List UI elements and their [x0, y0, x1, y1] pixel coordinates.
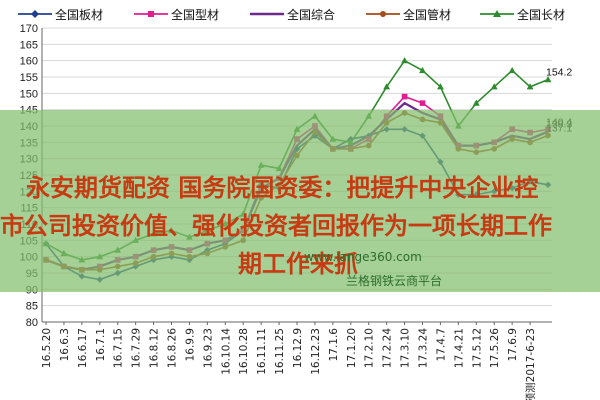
data-point [490, 83, 498, 90]
legend-label: 全国型材 [171, 8, 220, 22]
data-point [419, 66, 426, 74]
x-tick-label: 17.3.24 [418, 328, 430, 368]
x-tick-label: 17.2.10 [364, 328, 376, 368]
x-tick-label: 16.6.3 [59, 328, 71, 361]
y-tick-label: 155 [20, 72, 38, 84]
x-tick-label: 16.10.14 [220, 328, 232, 375]
y-tick-label: 165 [20, 39, 38, 51]
overlay-headline-line-2: 市公司投资价值、强化投资者回报作为一项长期工作 [0, 212, 552, 240]
x-tick-label: 16.7.1 [95, 328, 107, 361]
data-point [437, 83, 444, 90]
x-tick-label: 16.12.9 [292, 328, 304, 368]
legend-item: 全国型材 [134, 6, 219, 23]
legend-label: 全国长材 [517, 8, 566, 22]
legend: 全国板材 全国型材 全国综合 全国管材 全国长材 [0, 0, 600, 28]
x-tick-label: 16.5.20 [41, 328, 53, 368]
legend-swatch [480, 10, 514, 17]
x-tick-label: 17.1.6 [328, 328, 340, 362]
x-tick-label: 17.6.9 [507, 328, 519, 361]
legend-item: 全国长材 [480, 6, 565, 23]
x-tick-label: 17.5.12 [471, 328, 483, 368]
end-value-label: 154.2 [546, 67, 572, 79]
data-point [401, 57, 408, 64]
x-tick-label: 16.6.17 [77, 328, 89, 368]
watermark-site: www.lange360.com [304, 250, 422, 264]
data-point [472, 99, 480, 106]
legend-swatch [250, 12, 284, 16]
overlay-banner: 永安期货配资 国务院国资委：把提升中央企业控 市公司投资价值、强化投资者回报作为… [0, 110, 600, 292]
x-tick-labels: 16.5.20 16.6.3 16.6.17 16.7.1 16.7.15 16.7.29… [41, 322, 537, 400]
legend-item: 全国板材 [18, 6, 103, 23]
legend-swatch [366, 11, 400, 17]
x-tick-label: 16.8.26 [167, 328, 179, 368]
legend-item: 全国管材 [366, 6, 451, 23]
x-tick-label: 17.4.7 [435, 328, 447, 361]
x-tick-label: 16.11.25 [274, 328, 286, 375]
legend-swatch [18, 10, 52, 18]
watermark-name: 兰格钢铁云商平台 [346, 274, 443, 288]
x-tick-label: 16.9.9 [184, 328, 196, 361]
y-tick-label: 80 [26, 317, 38, 329]
data-point [526, 83, 534, 90]
legend-swatch [134, 11, 168, 17]
legend-item: 全国综合 [250, 6, 335, 23]
x-tick-label: 16.7.15 [113, 328, 125, 368]
x-tick-label: 16.7.29 [131, 328, 143, 368]
overlay-headline-line-1: 永安期货配资 国务院国资委：把提升中央企业控 [26, 174, 539, 202]
y-tick-label: 150 [20, 88, 38, 100]
legend-label: 全国管材 [403, 8, 452, 22]
y-tick-label: 170 [20, 23, 38, 35]
x-tick-label: 17.1.20 [346, 328, 358, 368]
x-tick-label: 17.2.24 [382, 328, 394, 368]
data-point [508, 66, 516, 74]
data-point [383, 83, 391, 90]
x-tick-label: 16.12.23 [310, 328, 322, 375]
data-point [401, 93, 408, 100]
x-tick-label: 16.10.28 [238, 328, 250, 375]
data-point [544, 76, 552, 83]
legend-label: 全国综合 [287, 8, 336, 22]
x-tick-label: 16.8.12 [149, 328, 161, 368]
x-tick-label: 16.9.23 [202, 328, 214, 368]
data-point [419, 100, 426, 106]
x-tick-label: 17.5.26 [489, 328, 501, 368]
x-tick-label: 16.11.11 [256, 328, 268, 375]
y-tick-label: 160 [20, 56, 38, 68]
x-tick-label: 17.4.21 [453, 328, 465, 368]
y-tick-label: 85 [26, 301, 38, 313]
legend-label: 全国板材 [55, 8, 104, 22]
overlay-headline-line-3: 期工作来抓 [238, 250, 358, 278]
x-tick-label: 预测2017-6-23 [524, 328, 537, 400]
x-tick-label: 17.3.10 [400, 328, 412, 368]
